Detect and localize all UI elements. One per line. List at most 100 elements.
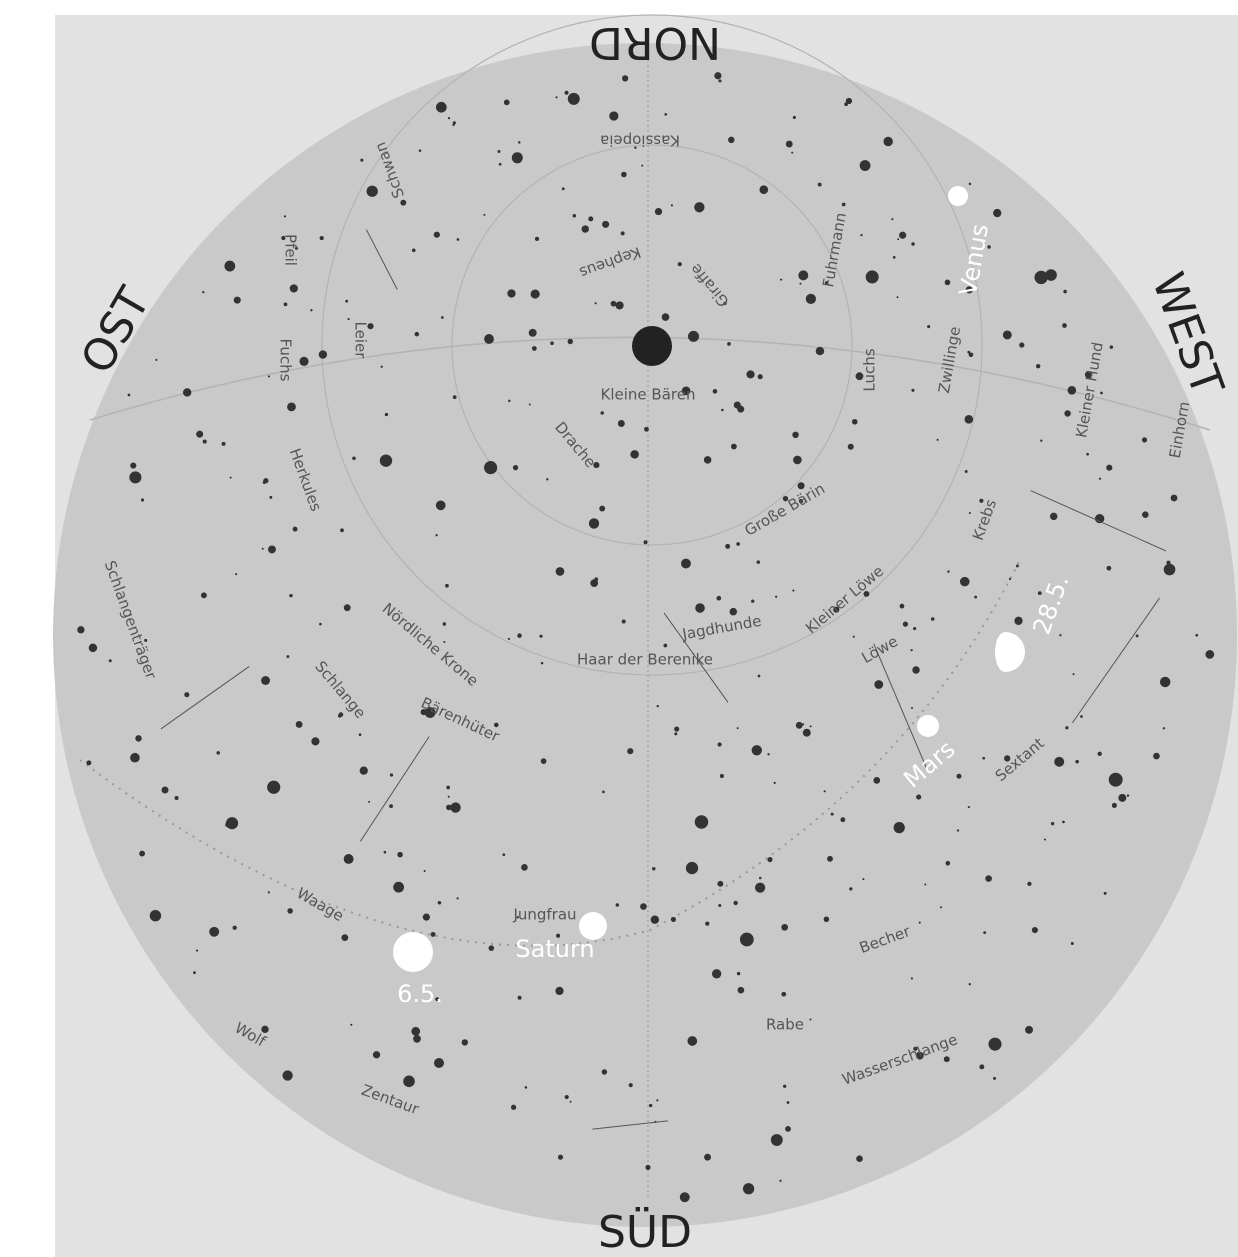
star xyxy=(290,284,298,292)
star xyxy=(988,1038,1001,1051)
star xyxy=(518,996,522,1000)
star xyxy=(412,248,416,252)
star xyxy=(609,111,618,120)
star xyxy=(310,309,312,311)
star xyxy=(1044,839,1046,841)
constellation-label: Kassiopeia xyxy=(600,132,680,150)
star xyxy=(944,1056,950,1062)
star xyxy=(550,341,554,345)
star xyxy=(360,767,368,775)
star xyxy=(946,861,951,866)
star xyxy=(289,594,292,597)
star xyxy=(1062,821,1065,824)
star xyxy=(809,1018,811,1020)
star xyxy=(852,419,858,425)
star xyxy=(601,411,604,414)
star xyxy=(344,604,351,611)
star xyxy=(787,1101,790,1104)
star xyxy=(621,172,627,178)
constellation-label: Jungfrau xyxy=(512,906,576,924)
star xyxy=(810,725,812,727)
star xyxy=(717,881,723,887)
star xyxy=(779,1180,781,1182)
star xyxy=(261,676,270,685)
star xyxy=(731,444,737,450)
star xyxy=(757,560,761,564)
star xyxy=(541,662,544,665)
constellation-label: Luchs xyxy=(861,348,879,391)
star xyxy=(781,992,786,997)
star xyxy=(894,822,905,833)
planet-label: Saturn xyxy=(515,935,594,963)
star xyxy=(435,534,437,536)
star xyxy=(848,444,854,450)
star xyxy=(499,163,502,166)
star xyxy=(792,590,794,592)
star xyxy=(688,331,699,342)
star xyxy=(1019,342,1024,347)
star xyxy=(525,1086,528,1089)
star xyxy=(792,432,799,439)
star xyxy=(293,527,298,532)
star xyxy=(651,915,659,923)
star xyxy=(582,225,589,232)
star xyxy=(733,901,737,905)
star xyxy=(508,400,510,402)
star xyxy=(759,877,762,880)
star xyxy=(1107,566,1112,571)
star xyxy=(919,922,921,924)
star xyxy=(555,96,557,98)
star xyxy=(1014,617,1022,625)
star xyxy=(1136,634,1139,637)
star xyxy=(498,150,501,153)
star xyxy=(319,623,322,626)
star xyxy=(818,183,822,187)
star xyxy=(736,542,740,546)
star xyxy=(589,518,599,528)
star xyxy=(141,498,144,501)
venus-symbol xyxy=(948,186,968,206)
star xyxy=(196,431,203,438)
star xyxy=(1100,392,1103,395)
star xyxy=(511,1105,516,1110)
star xyxy=(840,817,845,822)
star xyxy=(983,931,986,934)
constellation-label: Kleine Bären xyxy=(601,386,696,404)
star xyxy=(771,1134,783,1146)
star xyxy=(743,1183,754,1194)
star xyxy=(202,291,204,293)
star xyxy=(883,137,892,146)
star xyxy=(268,546,276,554)
star xyxy=(568,339,573,344)
star xyxy=(209,927,219,937)
star xyxy=(641,165,643,167)
star xyxy=(183,388,191,396)
star xyxy=(1040,440,1042,442)
star xyxy=(716,596,721,601)
star xyxy=(775,596,777,598)
star xyxy=(1016,564,1019,567)
star xyxy=(235,573,237,575)
star xyxy=(656,1099,658,1101)
star xyxy=(713,389,718,394)
pole xyxy=(632,326,672,366)
star xyxy=(730,608,737,615)
star xyxy=(856,1155,863,1162)
star xyxy=(539,635,542,638)
star xyxy=(344,854,354,864)
star xyxy=(721,409,724,412)
star xyxy=(630,450,639,459)
star xyxy=(1171,495,1178,502)
star xyxy=(517,633,521,637)
star xyxy=(755,883,765,893)
star xyxy=(484,334,494,344)
star xyxy=(446,786,450,790)
star xyxy=(360,159,363,162)
star xyxy=(453,395,457,399)
star xyxy=(1127,794,1129,796)
star xyxy=(319,350,327,358)
star xyxy=(201,592,207,598)
star xyxy=(1027,882,1031,886)
star xyxy=(184,692,189,697)
direction-label: SÜD xyxy=(598,1206,692,1257)
